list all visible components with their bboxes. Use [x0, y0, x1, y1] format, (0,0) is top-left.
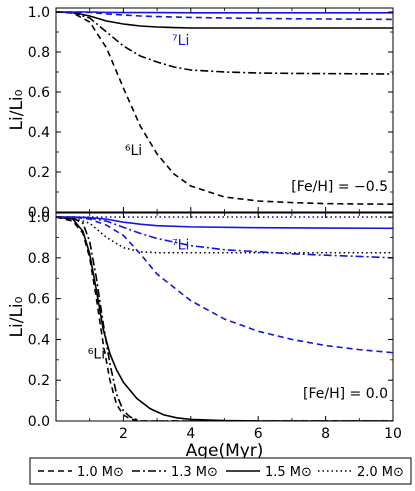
legend-label: 1.3 M⊙ [171, 465, 218, 480]
series-line-6li-2p0msun [56, 216, 393, 254]
legend: 1.0 M⊙ 1.3 M⊙ 1.5 M⊙ 2.0 M⊙ [29, 457, 412, 485]
x-tick-label: 4 [186, 426, 195, 442]
panel-bottom: 0.0 0.2 0.4 0.6 0.8 1.0 Li/Li₀ [Fe/H] = 0.0 ⁷Li ⁶… [7, 210, 402, 461]
y-tick-label: 0.6 [28, 85, 50, 101]
panel-top: 0.0 0.2 0.4 0.6 0.8 1.0 Li/Li₀ [Fe/H] = −0.5 ⁷Li… [7, 5, 394, 221]
series-line-6li-1p0msun [56, 11, 393, 205]
series-line-6li-1p5msun [56, 11, 393, 29]
x-tick-label: 10 [384, 426, 402, 442]
metallicity-label: [Fe/H] = 0.0 [303, 386, 388, 402]
x-tick-label: 2 [119, 426, 128, 442]
legend-label: 1.5 M⊙ [265, 465, 312, 480]
series-line-7li-1p5msun [56, 216, 393, 230]
legend-label: 2.0 M⊙ [357, 465, 404, 480]
panels: 0.0 0.2 0.4 0.6 0.8 1.0 Li/Li₀ [Fe/H] = −0.5 ⁷Li… [7, 5, 402, 461]
series-line-6li-1p3msun [56, 216, 393, 421]
y-axis-label: Li/Li₀ [7, 296, 27, 337]
x-tick-label: 8 [321, 426, 330, 442]
series-line-7li-1p3msun [56, 216, 393, 259]
x-tick-label: 6 [254, 426, 263, 442]
y-tick-label: 0.8 [28, 251, 50, 267]
series-line-7li-1p0msun [56, 11, 393, 21]
y-tick-label: 0.4 [28, 332, 50, 348]
series-line-7li-1p5msun [56, 11, 393, 14]
y-tick-label: 0.0 [28, 205, 50, 221]
y-tick-label: 0.2 [28, 165, 50, 181]
y-tick-label: 0.6 [28, 292, 50, 308]
y-tick-label: 0.2 [28, 373, 50, 389]
legend-frame [29, 457, 412, 485]
metallicity-label: [Fe/H] = −0.5 [291, 179, 388, 195]
legend-label: 1.0 M⊙ [77, 465, 124, 480]
y-tick-label: 0.4 [28, 125, 50, 141]
y-tick-label: 0.0 [28, 414, 50, 430]
y-tick-label: 0.8 [28, 45, 50, 61]
isotope-label: ⁷Li [172, 33, 189, 49]
series-line-7li-1p0msun [56, 216, 393, 354]
y-tick-label: 1.0 [28, 5, 50, 21]
y-tick-label: 1.0 [28, 210, 50, 226]
y-axis-label: Li/Li₀ [7, 89, 27, 130]
series-group [56, 11, 393, 205]
x-axis-label: Age(Myr) [186, 441, 264, 461]
isotope-label: ⁶Li [125, 143, 142, 159]
isotope-label: ⁶Li [88, 347, 105, 363]
series-line-6li-1p3msun [56, 11, 393, 75]
isotope-label: ⁷Li [172, 238, 189, 254]
